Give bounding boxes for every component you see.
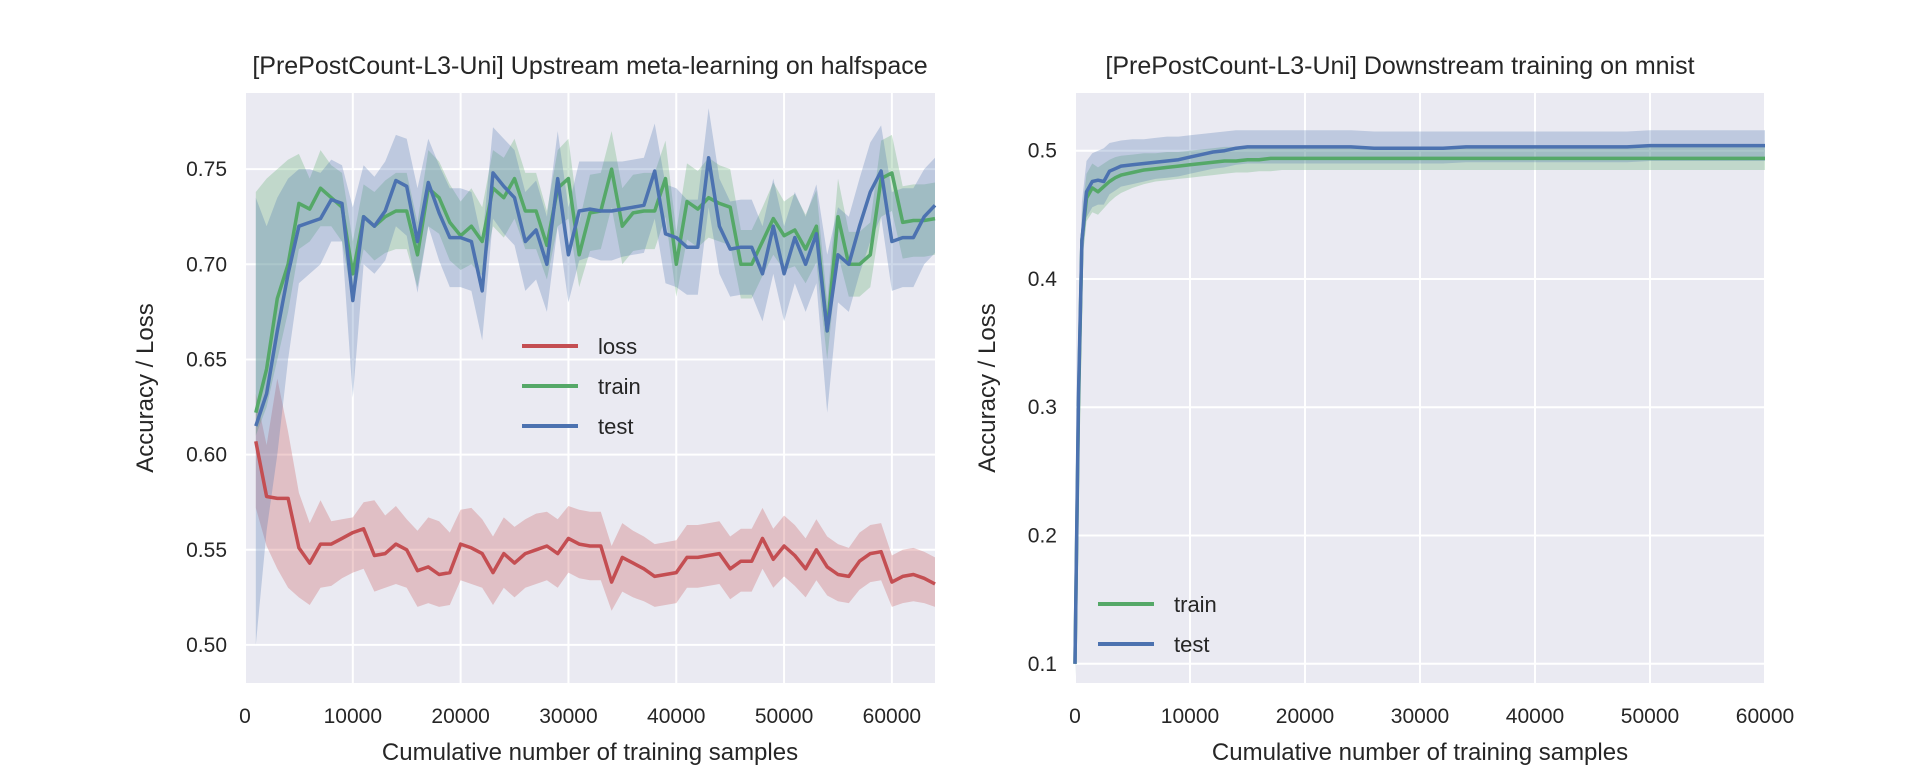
upstream-grid — [244, 93, 935, 683]
upstream-x-tick-label: 10000 — [324, 705, 382, 728]
upstream-legend-train-label: train — [598, 374, 641, 399]
downstream-x-tick-label: 10000 — [1161, 705, 1219, 728]
downstream-x-tick-label: 30000 — [1391, 705, 1449, 728]
downstream-x-tick-label: 20000 — [1276, 705, 1334, 728]
upstream-legend: loss train test — [522, 334, 641, 439]
upstream-test-band — [255, 108, 936, 645]
upstream-y-tick-labels: 0.50 0.55 0.60 0.65 0.70 0.75 — [186, 158, 227, 657]
upstream-y-tick-label: 0.55 — [186, 539, 227, 562]
upstream-y-tick-label: 0.60 — [186, 444, 227, 467]
upstream-chart: [PrePostCount-L3-Uni] Upstream meta-lear… — [132, 52, 937, 766]
upstream-y-tick-label: 0.65 — [186, 348, 227, 371]
downstream-train-line — [1073, 156, 1765, 664]
downstream-chart: [PrePostCount-L3-Uni] Downstream trainin… — [974, 52, 1794, 766]
downstream-y-tick-label: 0.5 — [1028, 140, 1057, 163]
downstream-y-tick-label: 0.3 — [1028, 396, 1057, 419]
upstream-x-tick-label: 0 — [239, 705, 251, 728]
upstream-y-tick-label: 0.50 — [186, 634, 227, 657]
upstream-legend-loss-label: loss — [598, 334, 637, 359]
downstream-x-tick-labels: 0 10000 20000 30000 40000 50000 60000 — [1069, 705, 1794, 728]
upstream-x-tick-labels: 0 10000 20000 30000 40000 50000 60000 — [239, 705, 921, 728]
downstream-y-tick-labels: 0.1 0.2 0.3 0.4 0.5 — [1028, 140, 1058, 676]
downstream-test-line — [1073, 143, 1765, 664]
upstream-legend-test-label: test — [598, 414, 633, 439]
downstream-x-tick-label: 60000 — [1736, 705, 1794, 728]
downstream-chart-title: [PrePostCount-L3-Uni] Downstream trainin… — [1105, 52, 1694, 80]
downstream-x-tick-label: 50000 — [1621, 705, 1679, 728]
upstream-loss-line — [254, 440, 936, 586]
downstream-y-tick-label: 0.2 — [1028, 525, 1057, 548]
downstream-y-axis-label: Accuracy / Loss — [974, 303, 1001, 472]
upstream-x-tick-label: 60000 — [863, 705, 921, 728]
upstream-y-tick-label: 0.75 — [186, 158, 227, 181]
downstream-series-lines — [1073, 143, 1765, 664]
upstream-x-tick-label: 40000 — [647, 705, 705, 728]
upstream-series-lines — [254, 155, 937, 586]
downstream-x-tick-label: 40000 — [1506, 705, 1564, 728]
downstream-legend-train-label: train — [1174, 592, 1217, 617]
downstream-legend: train test — [1098, 592, 1217, 657]
upstream-chart-title: [PrePostCount-L3-Uni] Upstream meta-lear… — [252, 52, 927, 80]
downstream-x-tick-label: 0 — [1069, 705, 1081, 728]
upstream-plot-area — [245, 93, 935, 683]
upstream-x-tick-label: 50000 — [755, 705, 813, 728]
downstream-y-tick-label: 0.1 — [1028, 653, 1057, 676]
upstream-x-tick-label: 20000 — [431, 705, 489, 728]
downstream-x-axis-label: Cumulative number of training samples — [1212, 739, 1628, 766]
upstream-y-tick-label: 0.70 — [186, 253, 227, 276]
downstream-legend-test-label: test — [1174, 632, 1209, 657]
upstream-loss-band — [255, 378, 936, 611]
upstream-x-tick-label: 30000 — [539, 705, 597, 728]
downstream-y-tick-label: 0.4 — [1028, 268, 1058, 291]
upstream-test-line — [254, 155, 937, 427]
upstream-x-axis-label: Cumulative number of training samples — [382, 739, 798, 766]
upstream-y-axis-label: Accuracy / Loss — [132, 303, 159, 472]
